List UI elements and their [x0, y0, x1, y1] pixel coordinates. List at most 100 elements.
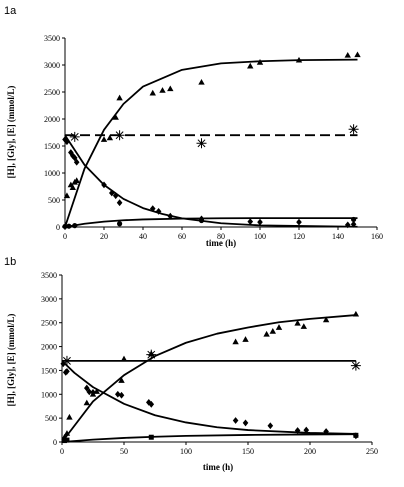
x-axis-title-1b: time (h)	[203, 462, 233, 472]
fit-curve-3	[64, 217, 358, 228]
triangle-marker	[256, 59, 264, 65]
triangle-marker	[354, 51, 361, 58]
asterisk-marker	[61, 355, 72, 366]
x-tick-label: 250	[366, 447, 378, 456]
triangle-marker	[275, 324, 283, 330]
triangle-marker	[83, 399, 90, 406]
triangle-marker	[247, 62, 254, 69]
diamond-marker	[294, 427, 301, 434]
asterisk-marker	[348, 124, 359, 135]
y-tick-label: 3000	[44, 61, 60, 70]
y-tick-label: 2000	[41, 343, 57, 352]
x-axis-title-1a: time (h)	[206, 238, 236, 248]
triangle-marker	[322, 316, 330, 323]
x-tick-label: 100	[180, 447, 192, 456]
plot-area-1a: 0 20 40 60 80 100 120 140 160 0 500 1000 1500 2000 250…	[44, 34, 383, 241]
asterisk-marker	[350, 360, 361, 371]
triangle-marker	[167, 85, 174, 92]
triangle-marker	[116, 94, 123, 101]
diamond-marker	[303, 426, 310, 434]
y-tick-label: 3000	[41, 295, 57, 304]
y-tick-label: 3500	[41, 271, 57, 280]
asterisk-marker	[114, 130, 125, 141]
x-tick-label: 0	[60, 447, 64, 456]
triangle-marker	[159, 87, 166, 93]
triangle-marker	[232, 338, 239, 345]
diamond-marker	[242, 419, 249, 427]
triangle-marker	[344, 51, 351, 58]
triangle-marker	[112, 114, 119, 120]
triangle-marker	[100, 136, 108, 142]
asterisk-marker	[146, 349, 157, 360]
circle-marker	[66, 223, 72, 229]
x-tick-label: 160	[371, 232, 383, 241]
circle-marker	[62, 223, 68, 230]
square-marker	[148, 434, 154, 440]
y-tick-label: 1000	[41, 390, 57, 399]
triangle-marker	[118, 377, 125, 383]
panel-label-1a: 1a	[4, 5, 17, 17]
diamond-marker	[323, 428, 329, 435]
diamond-marker	[148, 400, 155, 408]
y-tick-label: 2000	[44, 115, 60, 124]
diamond-marker	[68, 149, 74, 156]
diamond-marker	[118, 391, 125, 399]
asterisk-marker	[69, 131, 80, 142]
triangle-marker	[63, 430, 71, 436]
diamond-marker	[350, 220, 357, 228]
y-tick-label: 500	[48, 196, 60, 205]
x-tick-label: 20	[100, 232, 108, 241]
x-tick-label: 150	[242, 447, 254, 456]
x-tick-label: 140	[332, 232, 344, 241]
x-tick-label: 80	[217, 232, 225, 241]
panel-label-1b: 1b	[4, 256, 16, 268]
diamond-marker	[257, 218, 263, 226]
diamond-marker	[344, 221, 351, 229]
circle-marker	[117, 221, 123, 227]
plot-area-1b: 0 50 100 150 200 2500500100015002000250030003…	[41, 271, 378, 456]
triangle-marker	[149, 89, 156, 96]
x-tick-label: 40	[139, 232, 147, 241]
square-marker	[353, 432, 359, 438]
diamond-marker	[115, 390, 121, 398]
diamond-marker	[64, 138, 70, 146]
y-tick-label: 500	[45, 414, 57, 423]
x-tick-label: 120	[293, 232, 305, 241]
y-tick-label: 0	[56, 223, 60, 232]
diamond-marker	[101, 181, 107, 189]
triangle-marker	[198, 78, 205, 85]
circle-marker	[72, 223, 78, 229]
triangle-marker	[106, 134, 114, 141]
y-tick-label: 1500	[44, 142, 60, 151]
diamond-marker	[90, 388, 96, 396]
x-tick-label: 200	[304, 447, 316, 456]
chart-panel-1b: 1b 0 50 100 150 200 2500500100015002000250030…	[4, 256, 378, 472]
triangle-marker	[269, 328, 276, 334]
diamond-marker	[149, 205, 156, 213]
diamond-marker	[116, 199, 123, 207]
triangle-marker	[352, 310, 360, 317]
fit-curve-1	[61, 314, 356, 443]
fit-curve-2	[61, 360, 356, 435]
y-tick-label: 3500	[44, 34, 60, 43]
triangle-marker	[263, 330, 270, 337]
square-marker	[64, 437, 70, 443]
x-tick-label: 60	[178, 232, 186, 241]
y-axis-title-1a: [H], [Gly], [E] (mmol/L)	[6, 86, 16, 179]
x-tick-label: 0	[63, 232, 67, 241]
triangle-marker	[295, 56, 303, 63]
diamond-marker	[247, 218, 254, 225]
diamond-marker	[232, 417, 239, 424]
circle-marker	[351, 216, 357, 223]
triangle-marker	[66, 413, 73, 420]
triangle-marker	[120, 355, 128, 362]
triangle-marker	[242, 336, 249, 342]
y-axis-title-1b: [H], [Gly], [E] (mmol/L)	[6, 314, 16, 407]
diamond-marker	[167, 212, 174, 220]
fit-curve-2	[64, 134, 358, 228]
diamond-marker	[155, 207, 162, 215]
diamond-marker	[73, 158, 80, 166]
y-tick-label: 1000	[44, 169, 60, 178]
y-tick-label: 2500	[44, 88, 60, 97]
